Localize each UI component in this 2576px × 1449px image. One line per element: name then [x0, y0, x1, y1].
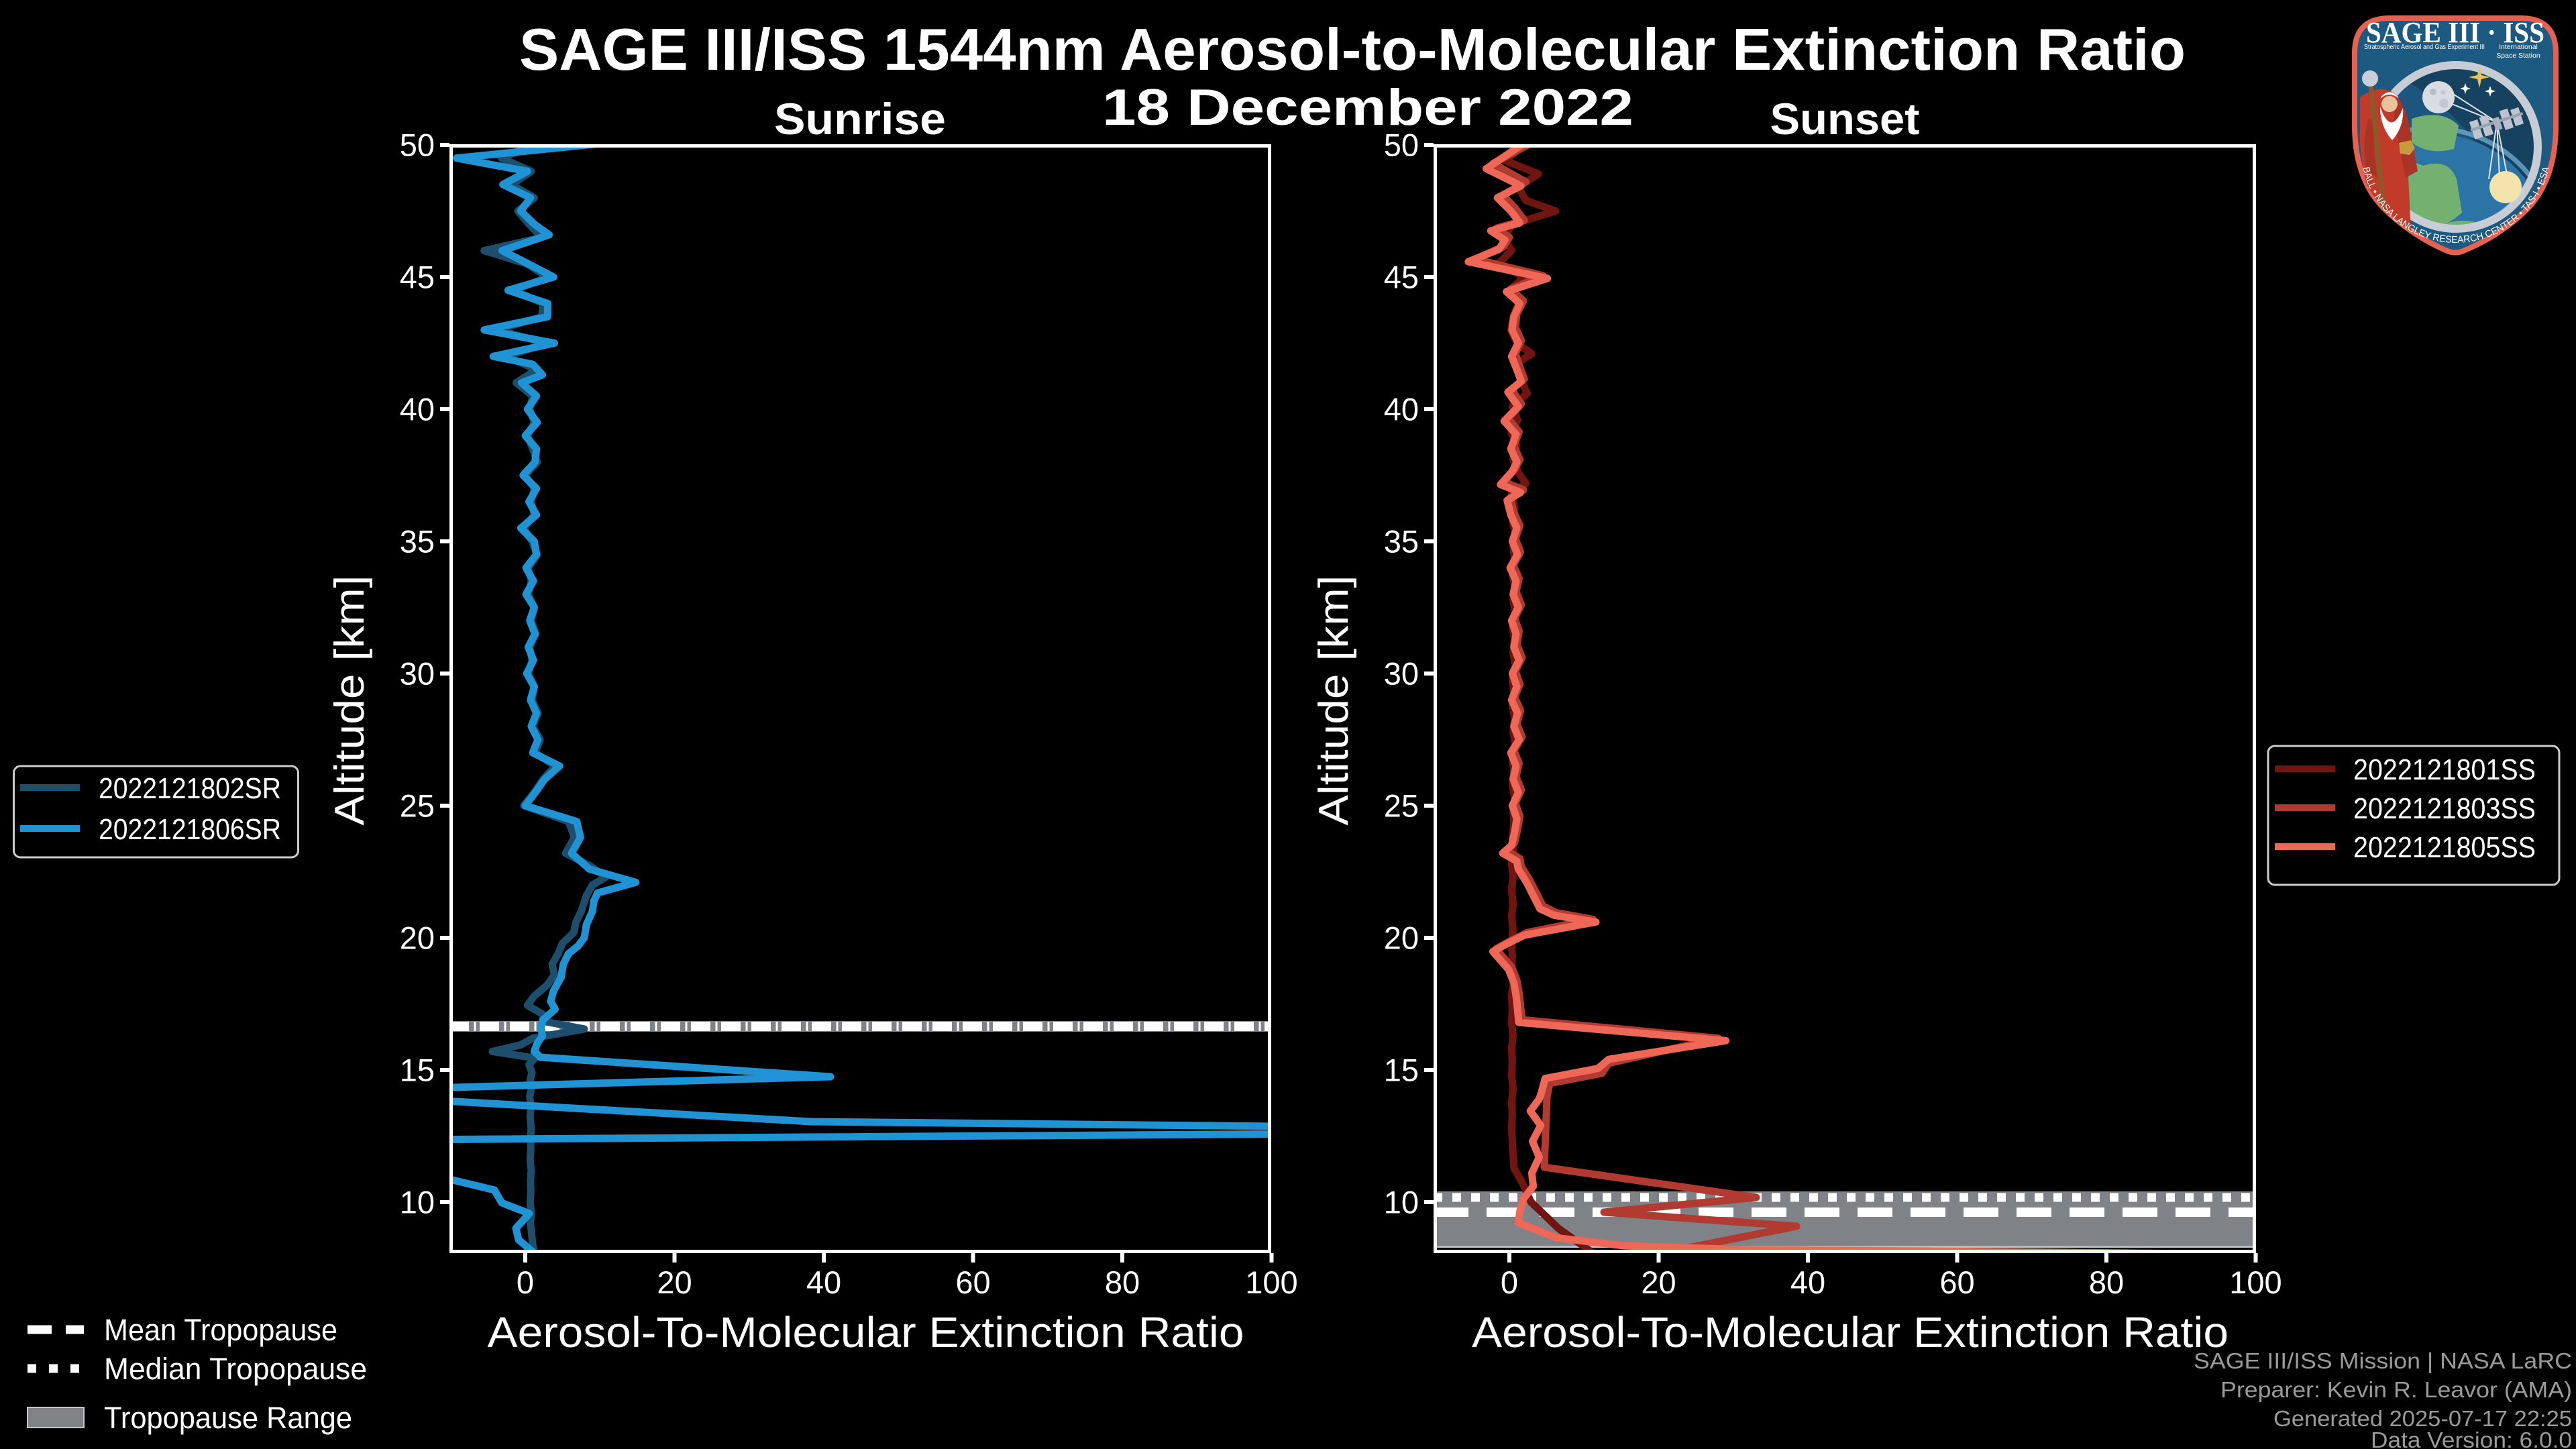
svg-text:20: 20 — [657, 1265, 692, 1300]
svg-text:Sunset: Sunset — [1770, 94, 1920, 144]
svg-text:30: 30 — [1384, 656, 1419, 692]
svg-text:2022121806SR: 2022121806SR — [99, 813, 281, 846]
svg-text:10: 10 — [400, 1185, 435, 1220]
svg-text:15: 15 — [400, 1053, 435, 1088]
svg-text:Data Version: 6.0.0: Data Version: 6.0.0 — [2371, 1428, 2572, 1449]
svg-text:100: 100 — [1245, 1265, 1297, 1300]
svg-text:10: 10 — [1384, 1185, 1419, 1220]
svg-text:2022121805SS: 2022121805SS — [2353, 831, 2536, 864]
svg-text:20: 20 — [1641, 1265, 1676, 1300]
svg-text:Sunrise: Sunrise — [774, 94, 946, 144]
svg-text:International: International — [2499, 43, 2538, 51]
svg-text:80: 80 — [1105, 1265, 1140, 1300]
svg-text:25: 25 — [400, 788, 435, 824]
svg-text:25: 25 — [1384, 788, 1419, 824]
svg-text:20: 20 — [1384, 920, 1419, 956]
svg-text:80: 80 — [2089, 1265, 2124, 1300]
svg-text:15: 15 — [1384, 1053, 1419, 1088]
svg-text:50: 50 — [400, 127, 435, 163]
svg-text:0: 0 — [1501, 1265, 1518, 1300]
svg-text:40: 40 — [806, 1265, 841, 1300]
svg-text:Aerosol-To-Molecular Extinctio: Aerosol-To-Molecular Extinction Ratio — [488, 1308, 1244, 1356]
svg-text:Space Station: Space Station — [2496, 52, 2540, 60]
svg-text:35: 35 — [400, 524, 435, 559]
svg-text:60: 60 — [955, 1265, 990, 1300]
svg-text:SAGE III/ISS 1544nm Aerosol-to: SAGE III/ISS 1544nm Aerosol-to-Molecular… — [519, 16, 2186, 83]
svg-text:Generated 2025-07-17 22:25: Generated 2025-07-17 22:25 — [2273, 1406, 2572, 1431]
svg-text:40: 40 — [1384, 392, 1419, 427]
svg-text:45: 45 — [1384, 260, 1419, 295]
svg-text:0: 0 — [517, 1265, 534, 1300]
svg-text:SAGE III/ISS Mission | NASA La: SAGE III/ISS Mission | NASA LaRC — [2194, 1348, 2572, 1373]
svg-text:2022121802SR: 2022121802SR — [99, 772, 281, 805]
svg-text:Median Tropopause: Median Tropopause — [104, 1352, 367, 1386]
svg-text:30: 30 — [400, 656, 435, 692]
svg-text:Aerosol-To-Molecular Extinctio: Aerosol-To-Molecular Extinction Ratio — [1472, 1308, 2229, 1356]
svg-text:45: 45 — [400, 260, 435, 295]
svg-text:Preparer: Kevin R. Leavor (AMA: Preparer: Kevin R. Leavor (AMA) — [2220, 1377, 2572, 1402]
svg-text:2022121801SS: 2022121801SS — [2353, 753, 2536, 786]
svg-text:100: 100 — [2229, 1265, 2282, 1300]
svg-text:40: 40 — [400, 392, 435, 427]
svg-text:60: 60 — [1939, 1265, 1974, 1300]
svg-text:Stratospheric Aerosol and Gas: Stratospheric Aerosol and Gas Experiment… — [2364, 43, 2485, 51]
svg-text:40: 40 — [1790, 1265, 1825, 1300]
svg-text:Tropopause Range: Tropopause Range — [104, 1401, 352, 1435]
svg-text:Altitude [km]: Altitude [km] — [1311, 576, 1357, 826]
svg-text:Altitude [km]: Altitude [km] — [327, 576, 373, 826]
svg-text:50: 50 — [1384, 127, 1419, 163]
svg-text:18 December 2022: 18 December 2022 — [1102, 79, 1633, 136]
svg-text:35: 35 — [1384, 524, 1419, 559]
svg-text:Mean Tropopause: Mean Tropopause — [104, 1313, 337, 1347]
svg-text:20: 20 — [400, 920, 435, 956]
svg-text:2022121803SS: 2022121803SS — [2353, 792, 2536, 825]
svg-text:SAGE III · ISS: SAGE III · ISS — [2366, 16, 2544, 49]
